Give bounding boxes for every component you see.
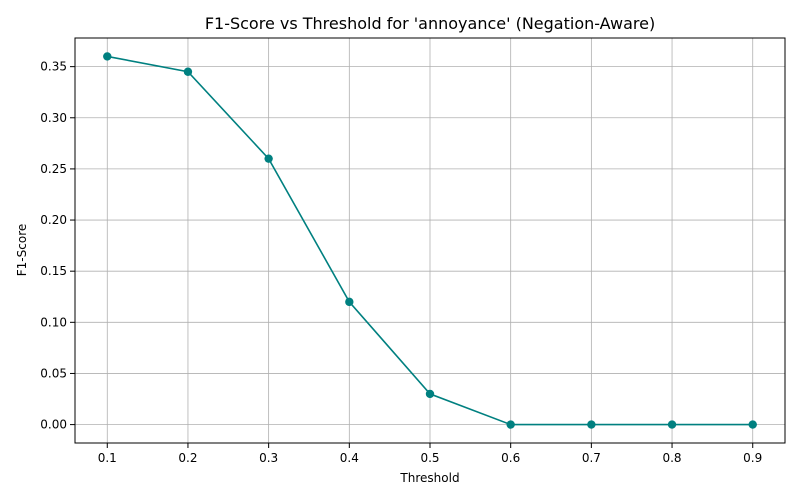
x-axis-ticks: 0.1 0.2 0.3 0.4 0.5 0.6 0.7 0.8 0.9 xyxy=(98,443,762,465)
x-tick-label: 0.6 xyxy=(501,451,520,465)
y-tick-label: 0.10 xyxy=(40,315,67,329)
y-tick-label: 0.00 xyxy=(40,418,67,432)
x-tick-label: 0.2 xyxy=(178,451,197,465)
x-tick-label: 0.1 xyxy=(98,451,117,465)
data-point xyxy=(748,420,757,429)
data-point xyxy=(667,420,677,429)
data-point xyxy=(425,389,435,399)
chart-title: F1-Score vs Threshold for 'annoyance' (N… xyxy=(205,14,655,33)
x-tick-label: 0.5 xyxy=(420,451,439,465)
data-point xyxy=(103,52,112,61)
x-axis-label: Threshold xyxy=(399,471,459,485)
y-tick-label: 0.25 xyxy=(40,162,67,176)
data-point xyxy=(183,67,193,76)
x-tick-label: 0.8 xyxy=(662,451,681,465)
grid-lines xyxy=(75,38,785,443)
y-axis-label: F1-Score xyxy=(15,224,29,276)
x-tick-label: 0.4 xyxy=(340,451,359,465)
data-point xyxy=(264,154,273,163)
series-group xyxy=(103,52,757,429)
y-tick-label: 0.35 xyxy=(40,60,67,74)
x-tick-label: 0.3 xyxy=(259,451,278,465)
x-tick-label: 0.9 xyxy=(743,451,762,465)
y-tick-label: 0.20 xyxy=(40,213,67,227)
data-point xyxy=(506,420,515,429)
data-point xyxy=(345,297,354,307)
data-point xyxy=(587,420,596,429)
y-tick-label: 0.15 xyxy=(40,264,67,278)
x-tick-label: 0.7 xyxy=(582,451,601,465)
y-tick-label: 0.30 xyxy=(40,111,67,125)
y-tick-label: 0.05 xyxy=(40,366,67,380)
y-axis-ticks: 0.00 0.05 0.10 0.15 0.20 0.25 0.30 0.35 xyxy=(40,60,75,432)
